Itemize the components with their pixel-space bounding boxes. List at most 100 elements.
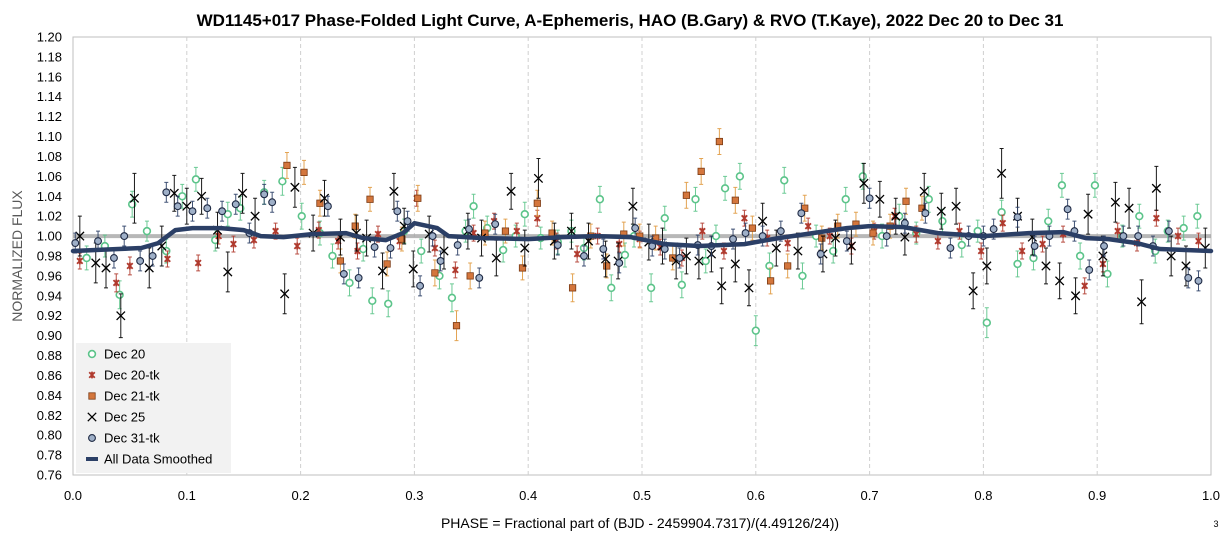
data-point xyxy=(566,226,577,236)
legend-label: Dec 20 xyxy=(104,347,145,362)
data-point xyxy=(828,246,838,256)
data-point xyxy=(194,259,202,267)
data-point xyxy=(1179,223,1188,233)
y-axis-label: NORMALIZED FLUX xyxy=(9,190,25,322)
data-point xyxy=(370,243,379,251)
data-point xyxy=(766,277,775,285)
data-point xyxy=(982,318,992,327)
data-point xyxy=(408,264,418,274)
data-point xyxy=(771,243,781,253)
data-point xyxy=(377,266,388,276)
data-point xyxy=(780,176,789,185)
data-point xyxy=(717,281,727,291)
x-tick-label: 0.9 xyxy=(1088,488,1106,503)
y-tick-label: 1.08 xyxy=(37,149,62,164)
data-point xyxy=(694,256,704,266)
data-point xyxy=(533,173,544,184)
x-axis-label: PHASE = Fractional part of (BJD - 245990… xyxy=(441,515,839,531)
data-point xyxy=(518,264,527,272)
data-point xyxy=(859,178,869,188)
data-point xyxy=(250,211,260,221)
data-point xyxy=(297,211,306,221)
data-point xyxy=(595,195,605,204)
x-tick-label: 0.5 xyxy=(633,488,651,503)
y-tick-label: 0.84 xyxy=(37,388,62,403)
data-point xyxy=(1044,216,1053,226)
data-point xyxy=(316,199,324,207)
data-point xyxy=(278,177,287,186)
data-point xyxy=(681,251,692,261)
data-point xyxy=(1030,242,1039,250)
y-tick-label: 1.04 xyxy=(37,189,62,204)
data-point xyxy=(830,233,841,243)
data-point xyxy=(142,226,152,236)
data-point xyxy=(358,244,368,254)
data-point xyxy=(414,194,422,202)
data-point xyxy=(744,283,754,293)
y-tick-label: 0.82 xyxy=(37,408,62,423)
data-point xyxy=(804,222,812,230)
data-point xyxy=(921,209,930,218)
data-point xyxy=(996,168,1007,179)
legend-marker xyxy=(88,434,96,442)
data-point xyxy=(646,283,656,293)
data-point xyxy=(339,269,348,278)
data-point xyxy=(865,194,874,203)
data-point xyxy=(115,290,124,300)
data-point xyxy=(946,244,955,252)
data-point xyxy=(403,217,412,226)
x-tick-label: 0.1 xyxy=(178,488,196,503)
data-point xyxy=(1075,251,1085,261)
data-point xyxy=(900,232,910,242)
data-point xyxy=(148,252,157,260)
data-point xyxy=(735,172,745,181)
data-point xyxy=(164,255,171,263)
data-point xyxy=(968,286,978,296)
data-point xyxy=(116,311,126,321)
data-point xyxy=(1054,276,1065,286)
data-point xyxy=(934,237,942,245)
data-point xyxy=(393,207,402,216)
data-point xyxy=(977,247,985,255)
data-point xyxy=(1090,181,1100,190)
data-point xyxy=(1174,232,1182,240)
data-point xyxy=(498,245,508,255)
data-point xyxy=(1081,282,1089,290)
data-point xyxy=(757,216,768,226)
data-point xyxy=(882,232,891,241)
data-point xyxy=(891,211,901,221)
y-tick-label: 0.86 xyxy=(37,368,62,383)
data-point xyxy=(112,279,120,287)
data-point xyxy=(784,262,792,270)
data-point xyxy=(936,206,946,216)
data-point xyxy=(280,289,290,299)
data-point xyxy=(1013,259,1022,269)
data-point xyxy=(452,322,461,330)
data-point xyxy=(300,168,308,176)
data-point xyxy=(957,240,966,250)
smoothed-line xyxy=(70,220,1214,254)
data-point xyxy=(951,201,961,211)
data-point xyxy=(1119,232,1128,241)
data-point xyxy=(439,246,449,256)
data-point xyxy=(891,212,899,220)
data-point xyxy=(513,227,521,235)
data-point xyxy=(1018,247,1026,255)
data-point xyxy=(431,269,439,277)
data-point xyxy=(697,167,705,175)
data-point xyxy=(230,240,237,248)
data-point xyxy=(268,198,277,207)
data-point xyxy=(842,237,851,246)
data-point xyxy=(71,239,80,248)
data-point xyxy=(691,195,700,204)
data-point xyxy=(1100,242,1108,250)
data-point xyxy=(120,232,129,241)
data-point xyxy=(615,240,623,248)
legend-label: Dec 31-tk xyxy=(104,431,160,446)
data-point xyxy=(720,184,730,193)
data-point xyxy=(748,224,756,232)
data-point xyxy=(491,253,501,263)
y-tick-label: 0.96 xyxy=(37,268,62,283)
data-point xyxy=(607,283,616,293)
data-point xyxy=(129,193,140,203)
